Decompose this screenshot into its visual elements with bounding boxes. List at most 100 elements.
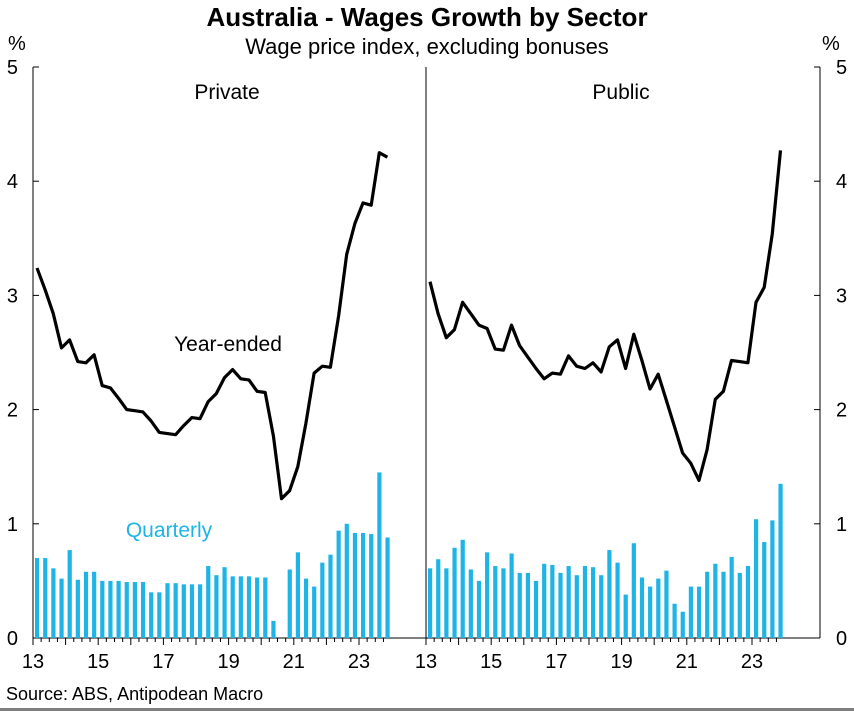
- quarterly-bar: [59, 578, 64, 638]
- quarterly-bar: [43, 558, 48, 638]
- unit-label-left: %: [8, 33, 26, 55]
- quarterly-bar: [778, 483, 783, 638]
- quarterly-bar: [336, 530, 341, 638]
- x-tick-label: 13: [22, 651, 44, 673]
- quarterly-bar: [287, 569, 292, 638]
- quarterly-bar: [83, 571, 89, 638]
- quarterly-bar: [263, 577, 268, 638]
- y-tick-label-right: 1: [836, 514, 847, 536]
- quarterly-bar: [639, 577, 645, 638]
- x-tick-label: 17: [545, 651, 567, 673]
- quarterly-bar: [566, 566, 571, 638]
- quarterly-bar: [460, 539, 465, 638]
- quarterly-bar: [468, 569, 473, 638]
- quarterly-bar: [754, 519, 759, 638]
- quarterly-bar: [35, 558, 40, 638]
- quarterly-bar: [542, 563, 547, 638]
- quarterly-bar: [206, 566, 211, 638]
- quarterly-bar: [770, 520, 775, 638]
- quarterly-bar: [476, 580, 482, 638]
- quarterly-bar: [623, 594, 628, 638]
- quarterly-bar: [157, 592, 162, 638]
- quarterly-bar: [352, 532, 358, 638]
- panel-label-private: Private: [194, 81, 259, 104]
- x-tick-label: 19: [610, 651, 632, 673]
- x-tick-label: 15: [87, 651, 109, 673]
- quarterly-bar: [328, 554, 333, 638]
- y-tick-label-left: 3: [7, 285, 18, 307]
- y-tick-label-left: 1: [7, 514, 18, 536]
- quarterly-bar: [713, 563, 718, 638]
- year-ended-line-private: [35, 151, 389, 501]
- quarterly-bar: [173, 583, 178, 638]
- x-tick-label: 13: [415, 651, 437, 673]
- quarterly-bar: [75, 579, 80, 638]
- source-note: Source: ABS, Antipodean Macro: [6, 684, 264, 704]
- quarterly-bar: [493, 566, 498, 638]
- quarterly-bar: [501, 568, 506, 638]
- quarterly-bar: [533, 580, 539, 638]
- quarterly-bar: [436, 559, 441, 638]
- quarterly-bar: [149, 592, 154, 638]
- quarterly-bar: [591, 567, 596, 638]
- x-tick-label: 19: [217, 651, 239, 673]
- y-tick-label-left: 2: [7, 400, 18, 422]
- quarterly-bar: [656, 578, 661, 638]
- quarterly-bar: [737, 572, 742, 638]
- quarterly-bar: [369, 534, 374, 638]
- x-tick-label: 23: [348, 651, 370, 673]
- quarterly-bar: [615, 562, 620, 638]
- quarterly-bar: [214, 575, 219, 638]
- y-tick-label-left: 0: [7, 628, 18, 650]
- quarterly-bar: [574, 575, 579, 638]
- quarterly-bar: [550, 564, 555, 638]
- quarterly-bar: [92, 571, 97, 638]
- y-tick-label-right: 4: [836, 171, 847, 193]
- quarterly-bar: [696, 586, 702, 638]
- x-tick-label: 21: [676, 651, 698, 673]
- quarterly-bar: [631, 543, 636, 638]
- quarterly-bar: [745, 566, 751, 638]
- x-tick-label: 21: [283, 651, 305, 673]
- bottom-divider: [0, 708, 854, 711]
- quarterly-bar: [558, 572, 563, 638]
- quarterly-bar: [762, 542, 767, 638]
- quarterly-bar: [189, 584, 195, 638]
- quarterly-bar: [165, 583, 170, 638]
- y-tick-label-left: 4: [7, 171, 18, 193]
- quarterly-bar: [721, 571, 726, 638]
- quarterly-bar: [525, 572, 530, 638]
- quarterly-bar: [140, 582, 146, 638]
- quarterly-bar: [344, 523, 349, 638]
- quarterly-bar: [271, 620, 276, 638]
- quarterly-bar: [385, 537, 390, 638]
- x-tick-label: 15: [480, 651, 502, 673]
- quarterly-bar: [607, 550, 612, 638]
- quarterly-bar: [238, 576, 243, 638]
- quarterly-bar: [582, 566, 588, 638]
- chart-subtitle: Wage price index, excluding bonuses: [245, 34, 609, 59]
- quarterly-bar: [108, 580, 113, 638]
- quarterly-bar: [303, 578, 309, 638]
- quarterly-bar: [116, 580, 121, 638]
- quarterly-bar: [664, 570, 669, 638]
- quarterly-bar: [230, 576, 235, 638]
- quarterly-bar: [688, 586, 693, 638]
- quarterly-bar: [648, 586, 653, 638]
- unit-label-right: %: [822, 33, 840, 55]
- quarterly-bar: [181, 584, 186, 638]
- quarterly-bar: [222, 567, 227, 638]
- quarterly-bar: [295, 552, 300, 638]
- quarterly-bar: [100, 580, 105, 638]
- quarterly-bar: [51, 568, 56, 638]
- x-tick-label: 17: [152, 651, 174, 673]
- quarterly-bar: [361, 532, 366, 638]
- quarterly-bar: [680, 611, 685, 638]
- quarterly-bar: [672, 603, 677, 638]
- quarterly-bar: [320, 562, 325, 638]
- quarterly-bar: [198, 584, 203, 638]
- y-tick-label-right: 3: [836, 285, 847, 307]
- panel-label-public: Public: [592, 81, 649, 104]
- quarterly-annotation: Quarterly: [126, 519, 213, 542]
